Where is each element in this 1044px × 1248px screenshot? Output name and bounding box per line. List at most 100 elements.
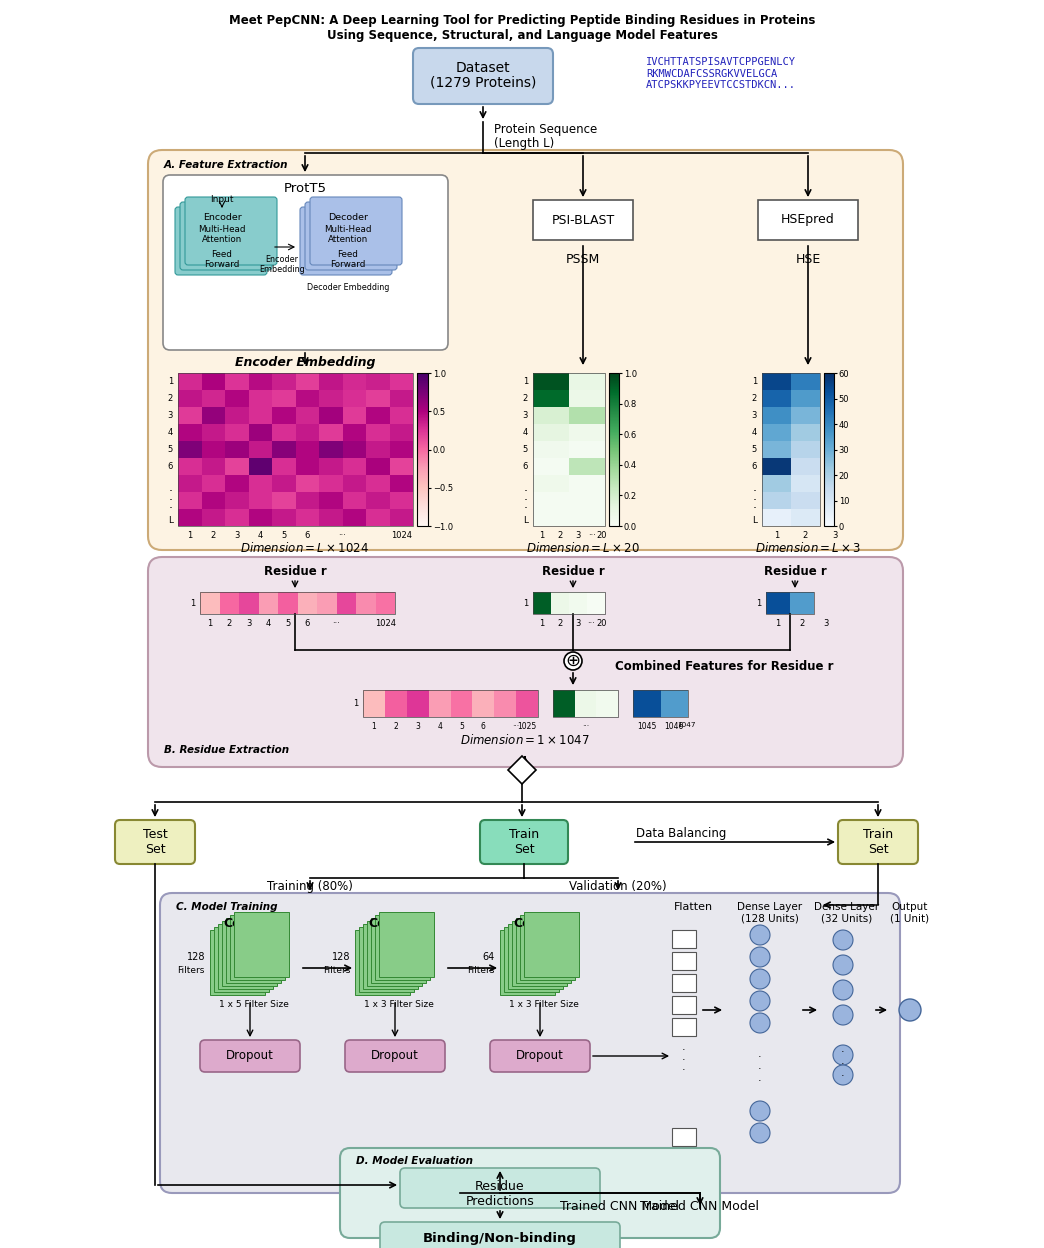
- Bar: [226, 919, 281, 983]
- Text: ·: ·: [753, 503, 757, 515]
- Bar: [248, 407, 272, 424]
- Bar: [226, 424, 248, 441]
- Bar: [210, 930, 265, 995]
- FancyBboxPatch shape: [345, 1040, 445, 1072]
- Text: 5: 5: [523, 446, 528, 454]
- Bar: [762, 458, 791, 475]
- Bar: [342, 424, 366, 441]
- Bar: [366, 492, 389, 509]
- Text: Attention: Attention: [201, 235, 242, 245]
- Bar: [200, 592, 395, 614]
- Bar: [342, 458, 366, 475]
- FancyBboxPatch shape: [200, 1040, 300, 1072]
- Bar: [533, 373, 606, 525]
- Text: 5: 5: [281, 530, 286, 540]
- Text: Residue r: Residue r: [264, 565, 327, 578]
- Text: ·: ·: [169, 503, 173, 515]
- Bar: [317, 592, 336, 614]
- Text: ·: ·: [753, 485, 757, 498]
- Text: 1046: 1046: [665, 723, 684, 731]
- Text: 3: 3: [523, 411, 528, 421]
- Text: 6: 6: [523, 462, 528, 470]
- Text: Attention: Attention: [328, 235, 369, 245]
- Text: Encoder: Encoder: [203, 213, 241, 222]
- Text: L: L: [752, 515, 757, 524]
- Text: Output
(1 Unit): Output (1 Unit): [891, 902, 929, 924]
- Text: 1: 1: [752, 377, 757, 386]
- Bar: [762, 492, 791, 509]
- Bar: [533, 458, 569, 475]
- Bar: [272, 475, 295, 492]
- Text: Residue r: Residue r: [763, 565, 827, 578]
- Circle shape: [833, 955, 853, 975]
- Bar: [574, 690, 596, 718]
- Bar: [363, 690, 538, 718]
- Text: 1 x 3 Filter Size: 1 x 3 Filter Size: [363, 1000, 433, 1008]
- Bar: [366, 458, 389, 475]
- Bar: [342, 407, 366, 424]
- Text: ·: ·: [169, 494, 173, 507]
- Bar: [379, 912, 434, 977]
- Text: $Dimension = 1 \times 1047$: $Dimension = 1 \times 1047$: [460, 733, 590, 748]
- Bar: [596, 690, 618, 718]
- Bar: [248, 424, 272, 441]
- Bar: [672, 930, 696, 948]
- Bar: [762, 373, 791, 389]
- Text: 2: 2: [211, 530, 216, 540]
- Text: 5: 5: [459, 723, 464, 731]
- Text: L: L: [523, 515, 528, 524]
- Bar: [385, 690, 407, 718]
- Text: ·: ·: [169, 485, 173, 498]
- Text: 1045: 1045: [637, 723, 657, 731]
- Text: Filters: Filters: [468, 966, 495, 975]
- Bar: [569, 492, 606, 509]
- Bar: [222, 921, 277, 986]
- Bar: [177, 407, 201, 424]
- Bar: [248, 475, 272, 492]
- FancyBboxPatch shape: [148, 557, 903, 768]
- Text: 1: 1: [774, 530, 779, 540]
- Circle shape: [833, 1045, 853, 1065]
- Text: ···: ···: [582, 723, 589, 731]
- Bar: [762, 424, 791, 441]
- Text: 3: 3: [168, 411, 173, 421]
- FancyBboxPatch shape: [115, 820, 195, 864]
- Bar: [533, 509, 569, 525]
- Bar: [177, 509, 201, 525]
- Bar: [569, 509, 606, 525]
- Text: Multi-Head: Multi-Head: [198, 225, 245, 235]
- Text: 6: 6: [752, 462, 757, 470]
- Text: ·: ·: [841, 1060, 845, 1070]
- Bar: [366, 509, 389, 525]
- Text: 4: 4: [258, 530, 263, 540]
- Text: ···: ···: [338, 530, 347, 540]
- Text: 20: 20: [596, 619, 607, 628]
- Bar: [553, 690, 618, 718]
- Bar: [569, 389, 606, 407]
- Text: Flatten: Flatten: [673, 902, 713, 912]
- Text: Train
Set: Train Set: [863, 827, 893, 856]
- Text: Dropout: Dropout: [516, 1050, 564, 1062]
- Text: 20: 20: [596, 530, 607, 540]
- Text: 1025: 1025: [518, 723, 537, 731]
- Bar: [569, 475, 606, 492]
- Text: 2: 2: [557, 619, 563, 628]
- Bar: [791, 389, 820, 407]
- Bar: [319, 458, 342, 475]
- Bar: [472, 690, 494, 718]
- Bar: [791, 407, 820, 424]
- Text: 128: 128: [332, 952, 350, 962]
- Circle shape: [750, 968, 770, 988]
- Bar: [295, 458, 319, 475]
- Text: Conv1D: Conv1D: [514, 917, 567, 930]
- Bar: [248, 492, 272, 509]
- Text: 6: 6: [168, 462, 173, 470]
- Bar: [363, 924, 418, 988]
- Text: Filters: Filters: [177, 966, 205, 975]
- Text: Train
Set: Train Set: [508, 827, 539, 856]
- Text: 1: 1: [756, 599, 761, 608]
- Text: (Length L): (Length L): [494, 137, 554, 150]
- Bar: [342, 492, 366, 509]
- Bar: [319, 424, 342, 441]
- Text: 1: 1: [190, 599, 195, 608]
